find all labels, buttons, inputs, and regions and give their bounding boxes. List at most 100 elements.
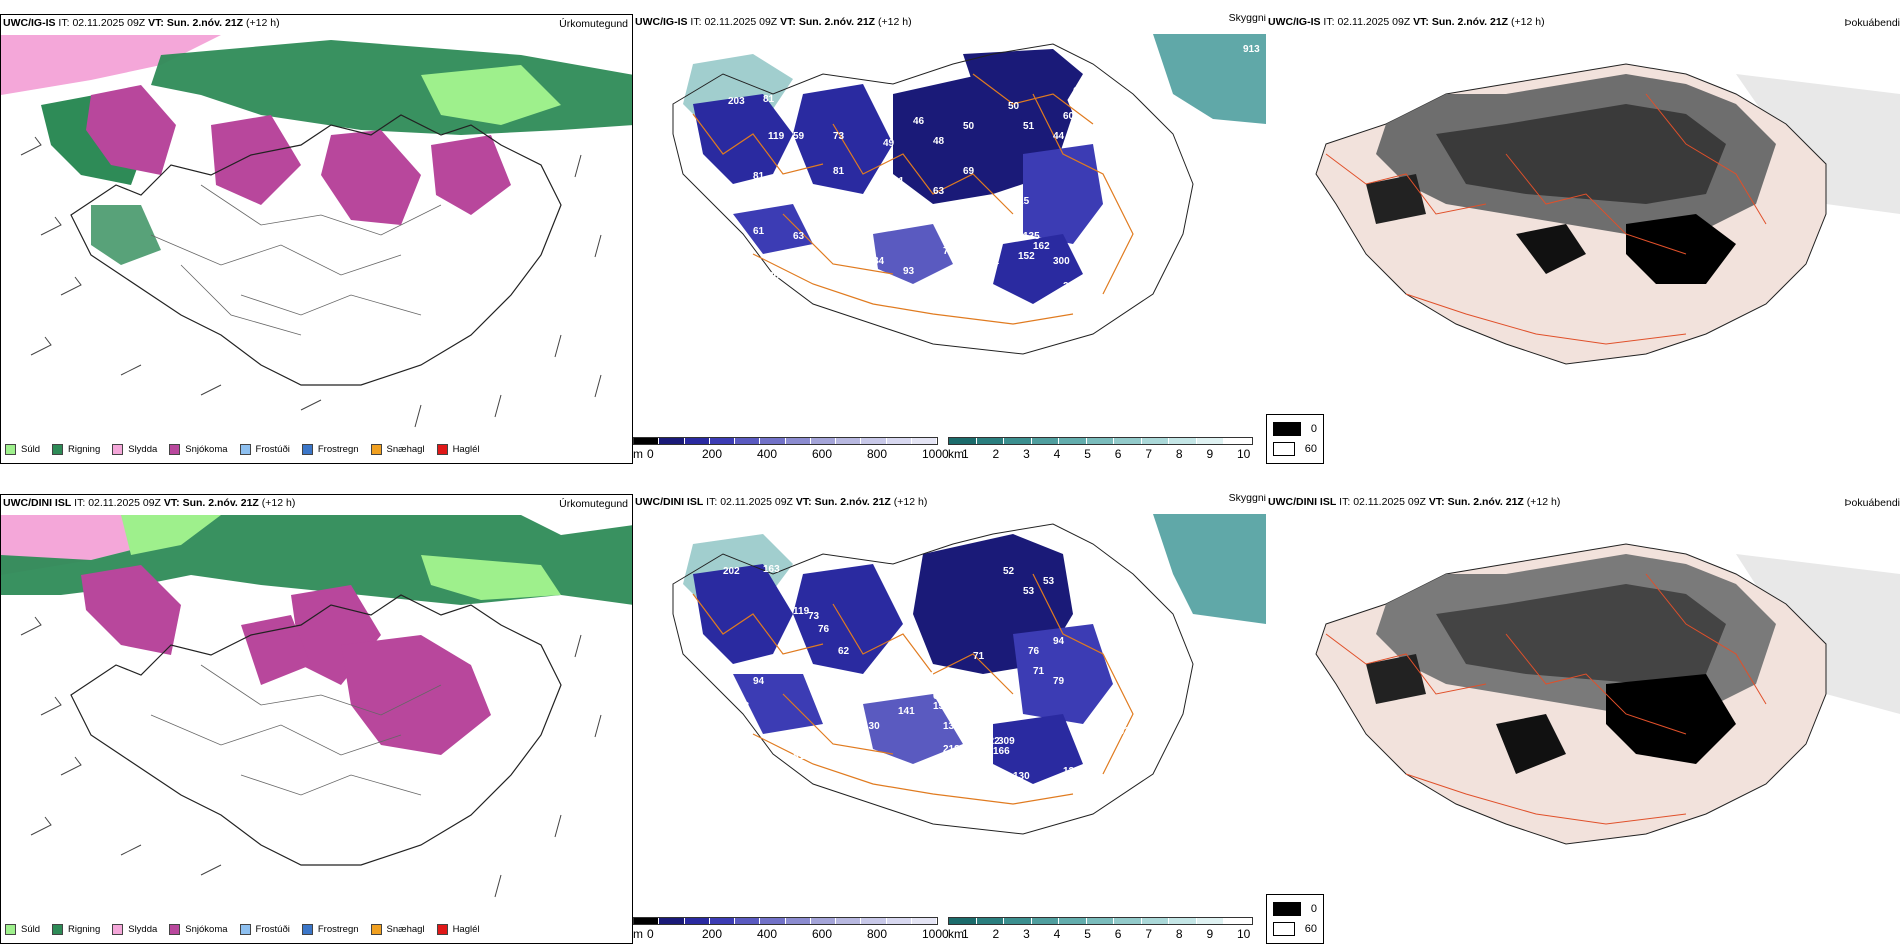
scale-tick-label: 400: [757, 927, 778, 941]
cloud-scale-bar: [633, 437, 938, 445]
cloud-scale: m 0 200 400 600 800 1000: [633, 917, 949, 941]
fog-legend-row: 0: [1273, 419, 1317, 439]
cloud-base-label: 81: [753, 171, 765, 182]
scale-tick-label: 600: [812, 927, 833, 941]
fog-legend-swatch: [1273, 442, 1295, 456]
panel-header: UWC/DINI ISL IT: 02.11.2025 09Z VT: Sun.…: [635, 496, 928, 508]
legend-item: Rigning: [52, 923, 100, 935]
panel-header: UWC/IG-IS IT: 02.11.2025 09Z VT: Sun. 2.…: [3, 17, 280, 29]
cloud-base-label: 92: [718, 266, 730, 277]
cloud-base-label: 46: [913, 116, 925, 127]
scale-color-step: [836, 438, 862, 444]
cloud-base-label: 81: [793, 751, 805, 762]
scale-tick-label: 4: [1053, 927, 1061, 941]
cloud-base-label: 81: [763, 94, 775, 105]
scale-color-step: [785, 438, 811, 444]
precip-legend: Súld Rigning Slydda Snjókoma Frostúði Frostre…: [5, 441, 492, 457]
cloud-base-label: 162: [1033, 241, 1050, 252]
cloud-base-label: 119: [768, 131, 785, 142]
cloud-base-label: 73: [808, 611, 820, 622]
cloud-base-label: 422: [983, 736, 1000, 747]
legend-label: Frostregn: [317, 443, 359, 455]
legend-label: Súld: [21, 923, 41, 935]
legend-swatch: [436, 923, 448, 935]
cloud-base-label: 130: [1013, 771, 1030, 782]
cloud-base-label: 103: [868, 216, 885, 227]
scale-tick-label: 400: [757, 447, 778, 461]
fog-legend: 0 60: [1266, 894, 1324, 944]
scale-tick-label: 9: [1206, 927, 1214, 941]
cloud-base-label: 166: [993, 746, 1010, 757]
scale-color-step: [709, 438, 735, 444]
fog-legend-row: 0: [1273, 899, 1317, 919]
scale-color-step: [949, 918, 977, 924]
cloud-base-label: 63: [933, 186, 945, 197]
cloud-base-label: 72: [943, 246, 955, 257]
legend-item: Haglél: [436, 923, 480, 935]
cloud-base-label: 71: [973, 651, 985, 662]
legend-label: Snjókoma: [185, 923, 228, 935]
cloud-base-label: 130: [863, 721, 880, 732]
legend-item: Snæhagl: [370, 443, 425, 455]
cloud-base-label: 236: [953, 296, 970, 307]
scale-color-step: [634, 918, 660, 924]
cloud-scale-unit: m: [633, 447, 643, 461]
cloud-base-label: 309: [998, 736, 1015, 747]
legend-item: Frostregn: [301, 443, 359, 455]
cloud-base-label: 93: [1043, 306, 1055, 317]
cloud-base-label: 870: [1218, 141, 1235, 152]
fog-legend-label: 60: [1304, 923, 1317, 935]
cloud-base-label: 70: [723, 751, 735, 762]
cloud-base-label: 51: [1023, 121, 1035, 132]
panel-header: UWC/DINI ISL IT: 02.11.2025 09Z VT: Sun.…: [1268, 496, 1561, 508]
precip-panel-row1: UWC/IG-IS IT: 02.11.2025 09Z VT: Sun. 2.…: [0, 14, 633, 464]
cloud-base-label: 94: [753, 676, 765, 687]
scale-tick-label: 200: [702, 447, 723, 461]
fog-map: [1266, 514, 1900, 914]
scale-tick-label: 600: [812, 447, 833, 461]
scale-tick-label: 6: [1114, 447, 1122, 461]
scale-color-step: [634, 438, 660, 444]
cloud-base-label: 119: [793, 606, 810, 617]
scale-color-step: [760, 438, 786, 444]
cloud-base-label: 86: [768, 271, 780, 282]
legend-swatch: [370, 923, 382, 935]
cloud-base-label: 287: [1093, 251, 1110, 262]
legend-swatch: [239, 923, 251, 935]
cloud-base-label: 163: [763, 564, 780, 575]
scale-color-step: [976, 918, 1005, 924]
legend-item: Slydda: [112, 443, 157, 455]
cloud-base-label: 92: [748, 196, 760, 207]
cloud-scale-bar: [633, 917, 938, 925]
cloud-base-label: 50: [1008, 101, 1020, 112]
fog-map: [1266, 34, 1900, 434]
scale-color-step: [684, 438, 710, 444]
scale-color-step: [735, 438, 761, 444]
legend-label: Frostregn: [317, 923, 359, 935]
legend-item: Snjókoma: [169, 443, 228, 455]
cloud-base-label: 63: [793, 231, 805, 242]
scale-color-step: [1031, 918, 1060, 924]
scale-tick-label: 8: [1175, 447, 1183, 461]
scale-tick-label: 7: [1145, 447, 1153, 461]
cloud-panel-row1: UWC/IG-IS IT: 02.11.2025 09Z VT: Sun. 2.…: [633, 14, 1266, 464]
scale-color-step: [1086, 438, 1115, 444]
cloud-base-label: 87: [683, 776, 695, 787]
cloud-base-label: 300: [1053, 256, 1070, 267]
scale-color-step: [709, 918, 735, 924]
panel-title: Skyggni: [1228, 494, 1266, 504]
cloud-base-label: 107: [823, 711, 840, 722]
scale-tick-label: 3: [1023, 927, 1030, 941]
scale-color-step: [976, 438, 1005, 444]
legend-swatch: [301, 443, 313, 455]
legend-item: Haglél: [436, 443, 480, 455]
legend-swatch: [52, 923, 64, 935]
cloud-base-label: 79: [1053, 676, 1065, 687]
cloud-base-label: 76: [1028, 646, 1040, 657]
cloud-base-label: 141: [898, 706, 915, 717]
cloud-base-label: 203: [728, 96, 745, 107]
scale-color-step: [810, 438, 836, 444]
legend-label: Frostúði: [255, 443, 290, 455]
scale-color-step: [1031, 438, 1060, 444]
